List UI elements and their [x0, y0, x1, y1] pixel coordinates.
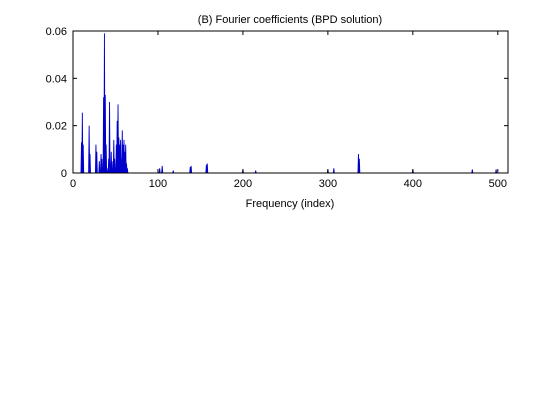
chart-title: (B) Fourier coefficients (BPD solution)	[198, 14, 382, 26]
x-tick-label-0: 0	[70, 178, 76, 190]
x-axis-label: Frequency (index)	[246, 198, 335, 210]
y-tick-label-2: 0.04	[46, 73, 67, 85]
x-tick-label-400: 400	[404, 178, 422, 190]
y-tick-label-1: 0.02	[46, 121, 67, 133]
plot-area	[73, 31, 508, 173]
x-tick-label-100: 100	[149, 178, 167, 190]
x-tick-label-300: 300	[319, 178, 337, 190]
y-tick-label-3: 0.06	[46, 26, 67, 38]
y-tick-label-0: 0	[61, 168, 67, 180]
x-tick-label-500: 500	[489, 178, 507, 190]
chart-marks: 0 100 200 300 400 500 0 0.02 0.04 0.06	[46, 26, 509, 190]
axes-box	[72, 30, 509, 174]
x-tick-label-200: 200	[234, 178, 252, 190]
